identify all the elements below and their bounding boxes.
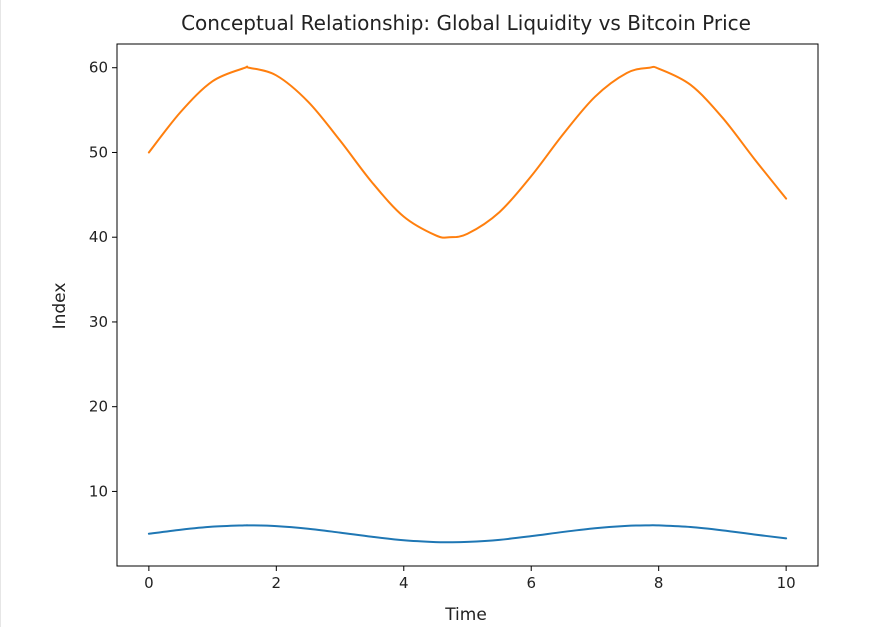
x-tick-label: 4 (399, 574, 409, 592)
y-axis-label: Index (50, 283, 70, 330)
x-tick-label: 10 (777, 574, 796, 592)
series-line-1 (147, 524, 788, 544)
chart-title: Conceptual Relationship: Global Liquidit… (181, 11, 751, 35)
x-tick-label: 8 (654, 574, 664, 592)
y-tick-label: 60 (89, 59, 108, 77)
y-tick-label: 10 (89, 482, 108, 500)
x-tick-label: 6 (526, 574, 536, 592)
y-tick-label: 50 (89, 143, 108, 161)
series-line-2 (147, 65, 788, 239)
x-tick-label: 2 (272, 574, 282, 592)
x-axis-label: Time (444, 605, 487, 625)
y-tick-label: 20 (89, 398, 108, 416)
y-tick-label: 30 (89, 313, 108, 331)
y-tick-label: 40 (89, 228, 108, 246)
plot-frame (116, 43, 819, 567)
plot-area: 0 2 4 6 8 10 10 20 30 40 50 60 (89, 43, 819, 592)
x-tick-label: 0 (144, 574, 154, 592)
